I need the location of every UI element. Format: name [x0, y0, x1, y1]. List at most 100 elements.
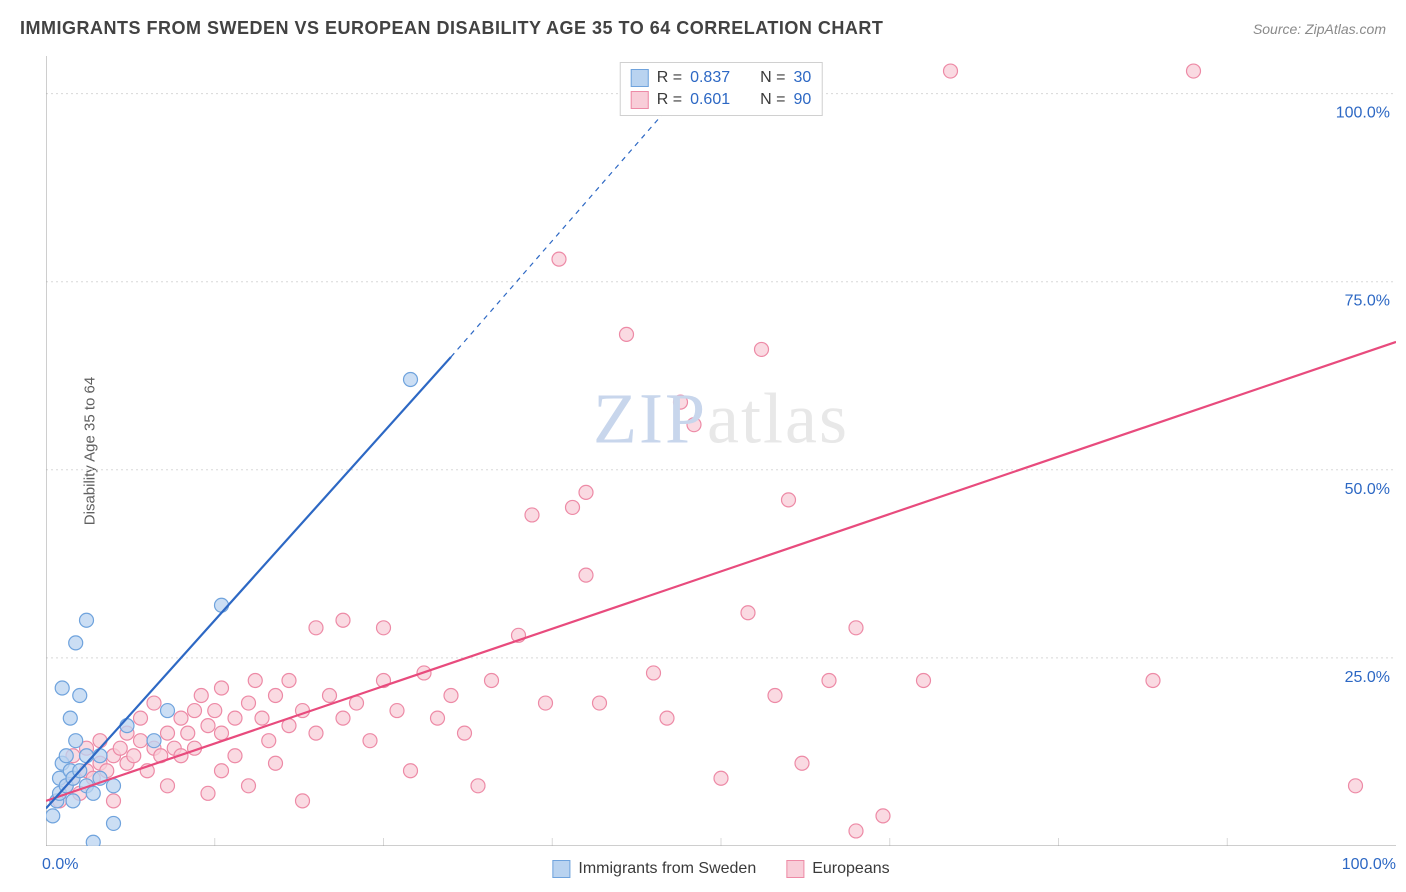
data-point — [208, 704, 222, 718]
data-point — [194, 689, 208, 703]
data-point — [552, 252, 566, 266]
scatter-plot: 25.0%50.0%75.0%100.0% — [46, 56, 1396, 846]
data-point — [113, 741, 127, 755]
data-point — [674, 395, 688, 409]
data-point — [55, 681, 69, 695]
legend-swatch — [786, 860, 804, 878]
data-point — [849, 621, 863, 635]
data-point — [120, 719, 134, 733]
source-attribution: Source: ZipAtlas.com — [1253, 21, 1386, 37]
data-point — [363, 734, 377, 748]
data-point — [161, 704, 175, 718]
data-point — [539, 696, 553, 710]
data-point — [309, 726, 323, 740]
r-value: 0.601 — [690, 91, 730, 109]
data-point — [63, 711, 77, 725]
data-point — [46, 809, 60, 823]
data-point — [66, 794, 80, 808]
r-value: 0.837 — [690, 69, 730, 87]
data-point — [147, 734, 161, 748]
data-point — [282, 673, 296, 687]
data-point — [660, 711, 674, 725]
data-point — [822, 673, 836, 687]
n-value: 30 — [793, 69, 811, 87]
data-point — [127, 749, 141, 763]
data-point — [107, 779, 121, 793]
n-label: N = — [760, 91, 785, 109]
source-link[interactable]: ZipAtlas.com — [1305, 21, 1386, 37]
data-point — [93, 749, 107, 763]
data-point — [86, 786, 100, 800]
data-point — [471, 779, 485, 793]
data-point — [215, 598, 229, 612]
data-point — [404, 764, 418, 778]
data-point — [248, 673, 262, 687]
data-point — [485, 673, 499, 687]
source-prefix: Source: — [1253, 21, 1305, 37]
y-tick-label: 50.0% — [1345, 481, 1390, 498]
data-point — [296, 794, 310, 808]
data-point — [262, 734, 276, 748]
data-point — [566, 500, 580, 514]
data-point — [107, 794, 121, 808]
legend-swatch — [631, 91, 649, 109]
data-point — [782, 493, 796, 507]
data-point — [215, 764, 229, 778]
data-point — [647, 666, 661, 680]
data-point — [1349, 779, 1363, 793]
corr-legend-row: R =0.601N =90 — [631, 89, 812, 111]
chart-container: Disability Age 35 to 64 25.0%50.0%75.0%1… — [46, 56, 1396, 846]
data-point — [147, 696, 161, 710]
y-tick-label: 25.0% — [1345, 669, 1390, 686]
data-point — [336, 711, 350, 725]
data-point — [86, 835, 100, 846]
chart-title: IMMIGRANTS FROM SWEDEN VS EUROPEAN DISAB… — [20, 18, 883, 39]
data-point — [215, 726, 229, 740]
data-point — [188, 704, 202, 718]
x-axis-min-label: 0.0% — [42, 856, 78, 874]
data-point — [73, 689, 87, 703]
data-point — [431, 711, 445, 725]
data-point — [458, 726, 472, 740]
regression-line — [46, 342, 1396, 801]
data-point — [228, 711, 242, 725]
data-point — [579, 485, 593, 499]
data-point — [242, 696, 256, 710]
legend-item: Europeans — [786, 860, 889, 878]
data-point — [174, 711, 188, 725]
data-point — [579, 568, 593, 582]
data-point — [107, 816, 121, 830]
data-point — [80, 613, 94, 627]
data-point — [336, 613, 350, 627]
data-point — [525, 508, 539, 522]
data-point — [269, 756, 283, 770]
data-point — [377, 621, 391, 635]
data-point — [269, 689, 283, 703]
data-point — [687, 418, 701, 432]
legend-swatch — [631, 69, 649, 87]
data-point — [134, 711, 148, 725]
data-point — [255, 711, 269, 725]
data-point — [714, 771, 728, 785]
data-point — [620, 327, 634, 341]
legend-item: Immigrants from Sweden — [552, 860, 756, 878]
regression-line — [46, 357, 451, 808]
data-point — [390, 704, 404, 718]
data-point — [59, 749, 73, 763]
data-point — [795, 756, 809, 770]
data-point — [1187, 64, 1201, 78]
legend-label: Europeans — [812, 860, 889, 878]
data-point — [201, 786, 215, 800]
data-point — [80, 749, 94, 763]
data-point — [741, 606, 755, 620]
series-legend: Immigrants from Sweden Europeans — [552, 860, 889, 878]
data-point — [215, 681, 229, 695]
data-point — [768, 689, 782, 703]
data-point — [69, 636, 83, 650]
data-point — [201, 719, 215, 733]
y-tick-label: 75.0% — [1345, 293, 1390, 310]
corr-legend-row: R =0.837N =30 — [631, 67, 812, 89]
data-point — [93, 734, 107, 748]
n-label: N = — [760, 69, 785, 87]
correlation-legend: R =0.837N =30R =0.601N =90 — [620, 62, 823, 116]
